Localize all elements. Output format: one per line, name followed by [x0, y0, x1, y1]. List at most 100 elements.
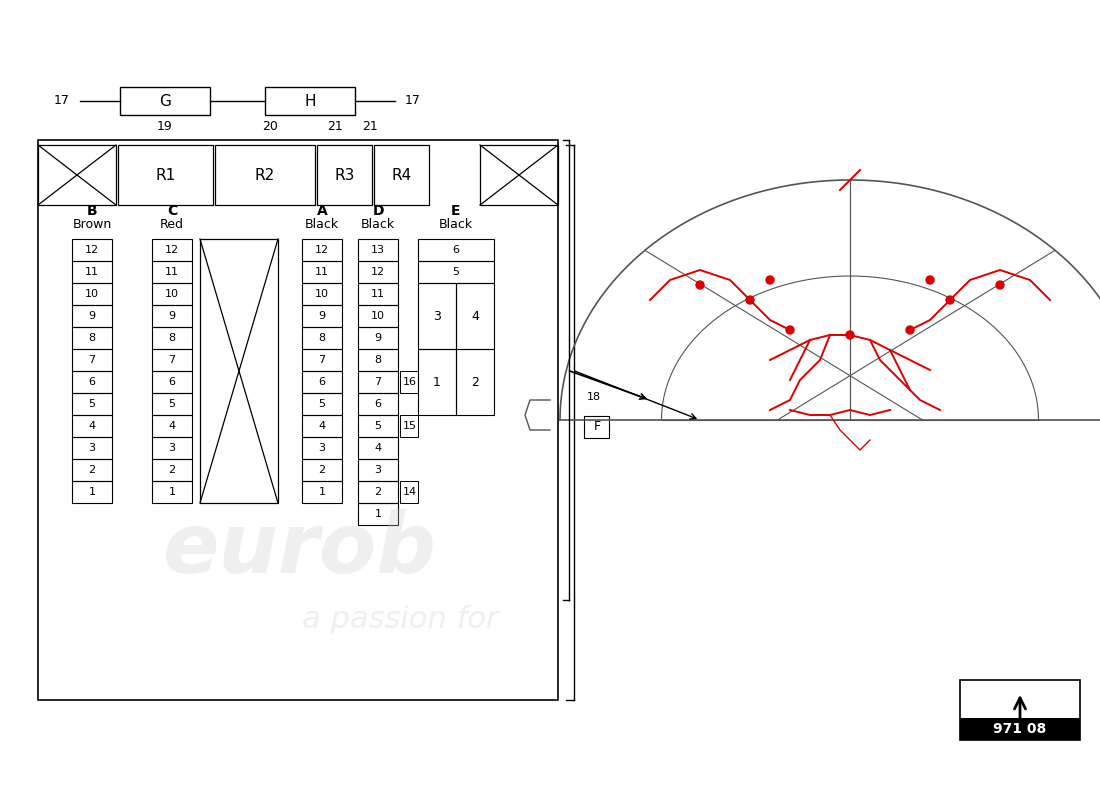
Text: 9: 9 — [168, 311, 176, 321]
Text: 11: 11 — [85, 267, 99, 277]
Bar — [302, 371, 342, 393]
Text: 6: 6 — [88, 377, 96, 387]
Bar — [152, 349, 192, 371]
Text: 971 08: 971 08 — [993, 722, 1046, 736]
Bar — [358, 481, 398, 503]
Text: 10: 10 — [315, 289, 329, 299]
Bar — [152, 283, 192, 305]
Bar — [72, 459, 112, 481]
Bar — [72, 415, 112, 437]
Bar — [152, 371, 192, 393]
Bar — [358, 349, 398, 371]
Text: 4: 4 — [168, 421, 176, 431]
Text: 8: 8 — [374, 355, 382, 365]
Text: R1: R1 — [155, 167, 176, 182]
Text: 2: 2 — [471, 375, 478, 389]
Text: 18: 18 — [587, 393, 601, 402]
Bar — [152, 239, 192, 261]
Bar — [265, 87, 355, 115]
Text: 2: 2 — [88, 465, 96, 475]
Bar — [302, 415, 342, 437]
Text: E: E — [451, 204, 461, 218]
Text: 6: 6 — [168, 377, 176, 387]
Text: 2: 2 — [374, 487, 382, 497]
Circle shape — [746, 296, 754, 304]
Circle shape — [846, 331, 854, 339]
Bar — [72, 393, 112, 415]
Bar — [317, 145, 372, 205]
Bar — [72, 283, 112, 305]
Circle shape — [696, 281, 704, 289]
Bar — [480, 145, 558, 205]
Text: 4: 4 — [471, 310, 478, 322]
Bar — [72, 437, 112, 459]
Text: 1: 1 — [168, 487, 176, 497]
Text: 2: 2 — [168, 465, 176, 475]
Text: 1: 1 — [319, 487, 326, 497]
Bar — [152, 393, 192, 415]
Bar — [400, 481, 418, 503]
Bar — [302, 349, 342, 371]
Text: 5: 5 — [168, 399, 176, 409]
Text: 6: 6 — [452, 245, 460, 255]
Bar — [302, 481, 342, 503]
Bar — [72, 239, 112, 261]
Text: 15: 15 — [403, 421, 417, 431]
Bar — [960, 680, 1080, 740]
Bar — [418, 239, 494, 261]
Text: C: C — [167, 204, 177, 218]
Circle shape — [996, 281, 1004, 289]
Bar — [152, 481, 192, 503]
Text: 10: 10 — [85, 289, 99, 299]
Bar — [152, 327, 192, 349]
Text: 3: 3 — [433, 310, 441, 322]
Bar — [72, 261, 112, 283]
Bar — [39, 140, 558, 700]
Bar — [72, 305, 112, 327]
Text: B: B — [87, 204, 97, 218]
Bar — [302, 459, 342, 481]
Bar — [584, 415, 609, 438]
Bar — [302, 305, 342, 327]
Bar — [400, 371, 418, 393]
Text: 8: 8 — [168, 333, 176, 343]
Text: 16: 16 — [403, 377, 417, 387]
Bar — [960, 718, 1080, 740]
Bar — [152, 415, 192, 437]
Text: 1: 1 — [433, 375, 441, 389]
Text: R2: R2 — [255, 167, 275, 182]
Text: 3: 3 — [88, 443, 96, 453]
Bar — [302, 393, 342, 415]
Text: Black: Black — [439, 218, 473, 231]
Bar — [456, 349, 494, 415]
Circle shape — [926, 276, 934, 284]
Circle shape — [946, 296, 954, 304]
Text: Brown: Brown — [73, 218, 111, 231]
Bar — [358, 393, 398, 415]
Bar — [358, 327, 398, 349]
Bar — [72, 481, 112, 503]
Text: 13: 13 — [371, 245, 385, 255]
Text: 21: 21 — [327, 121, 343, 134]
Text: 10: 10 — [165, 289, 179, 299]
Bar — [358, 239, 398, 261]
Bar — [302, 283, 342, 305]
Bar — [302, 437, 342, 459]
Text: 3: 3 — [374, 465, 382, 475]
Text: 9: 9 — [88, 311, 96, 321]
Bar — [72, 327, 112, 349]
Bar — [358, 305, 398, 327]
Bar — [302, 327, 342, 349]
Text: R3: R3 — [334, 167, 354, 182]
Bar — [400, 415, 418, 437]
Text: 6: 6 — [319, 377, 326, 387]
Text: 17: 17 — [405, 94, 421, 107]
Text: 1: 1 — [374, 509, 382, 519]
Text: 11: 11 — [371, 289, 385, 299]
Text: 5: 5 — [374, 421, 382, 431]
Bar — [200, 239, 278, 503]
Text: 8: 8 — [318, 333, 326, 343]
Bar — [418, 283, 456, 349]
Bar — [302, 239, 342, 261]
Text: R4: R4 — [392, 167, 411, 182]
